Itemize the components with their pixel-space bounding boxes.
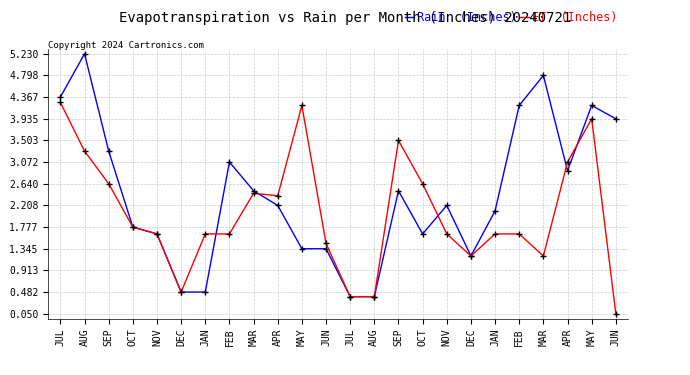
- Text: Evapotranspiration vs Rain per Month (Inches) 20240721: Evapotranspiration vs Rain per Month (In…: [119, 11, 571, 25]
- Legend: Rain  (Inches), ET  (Inches): Rain (Inches), ET (Inches): [400, 6, 622, 28]
- Text: Copyright 2024 Cartronics.com: Copyright 2024 Cartronics.com: [48, 41, 204, 50]
